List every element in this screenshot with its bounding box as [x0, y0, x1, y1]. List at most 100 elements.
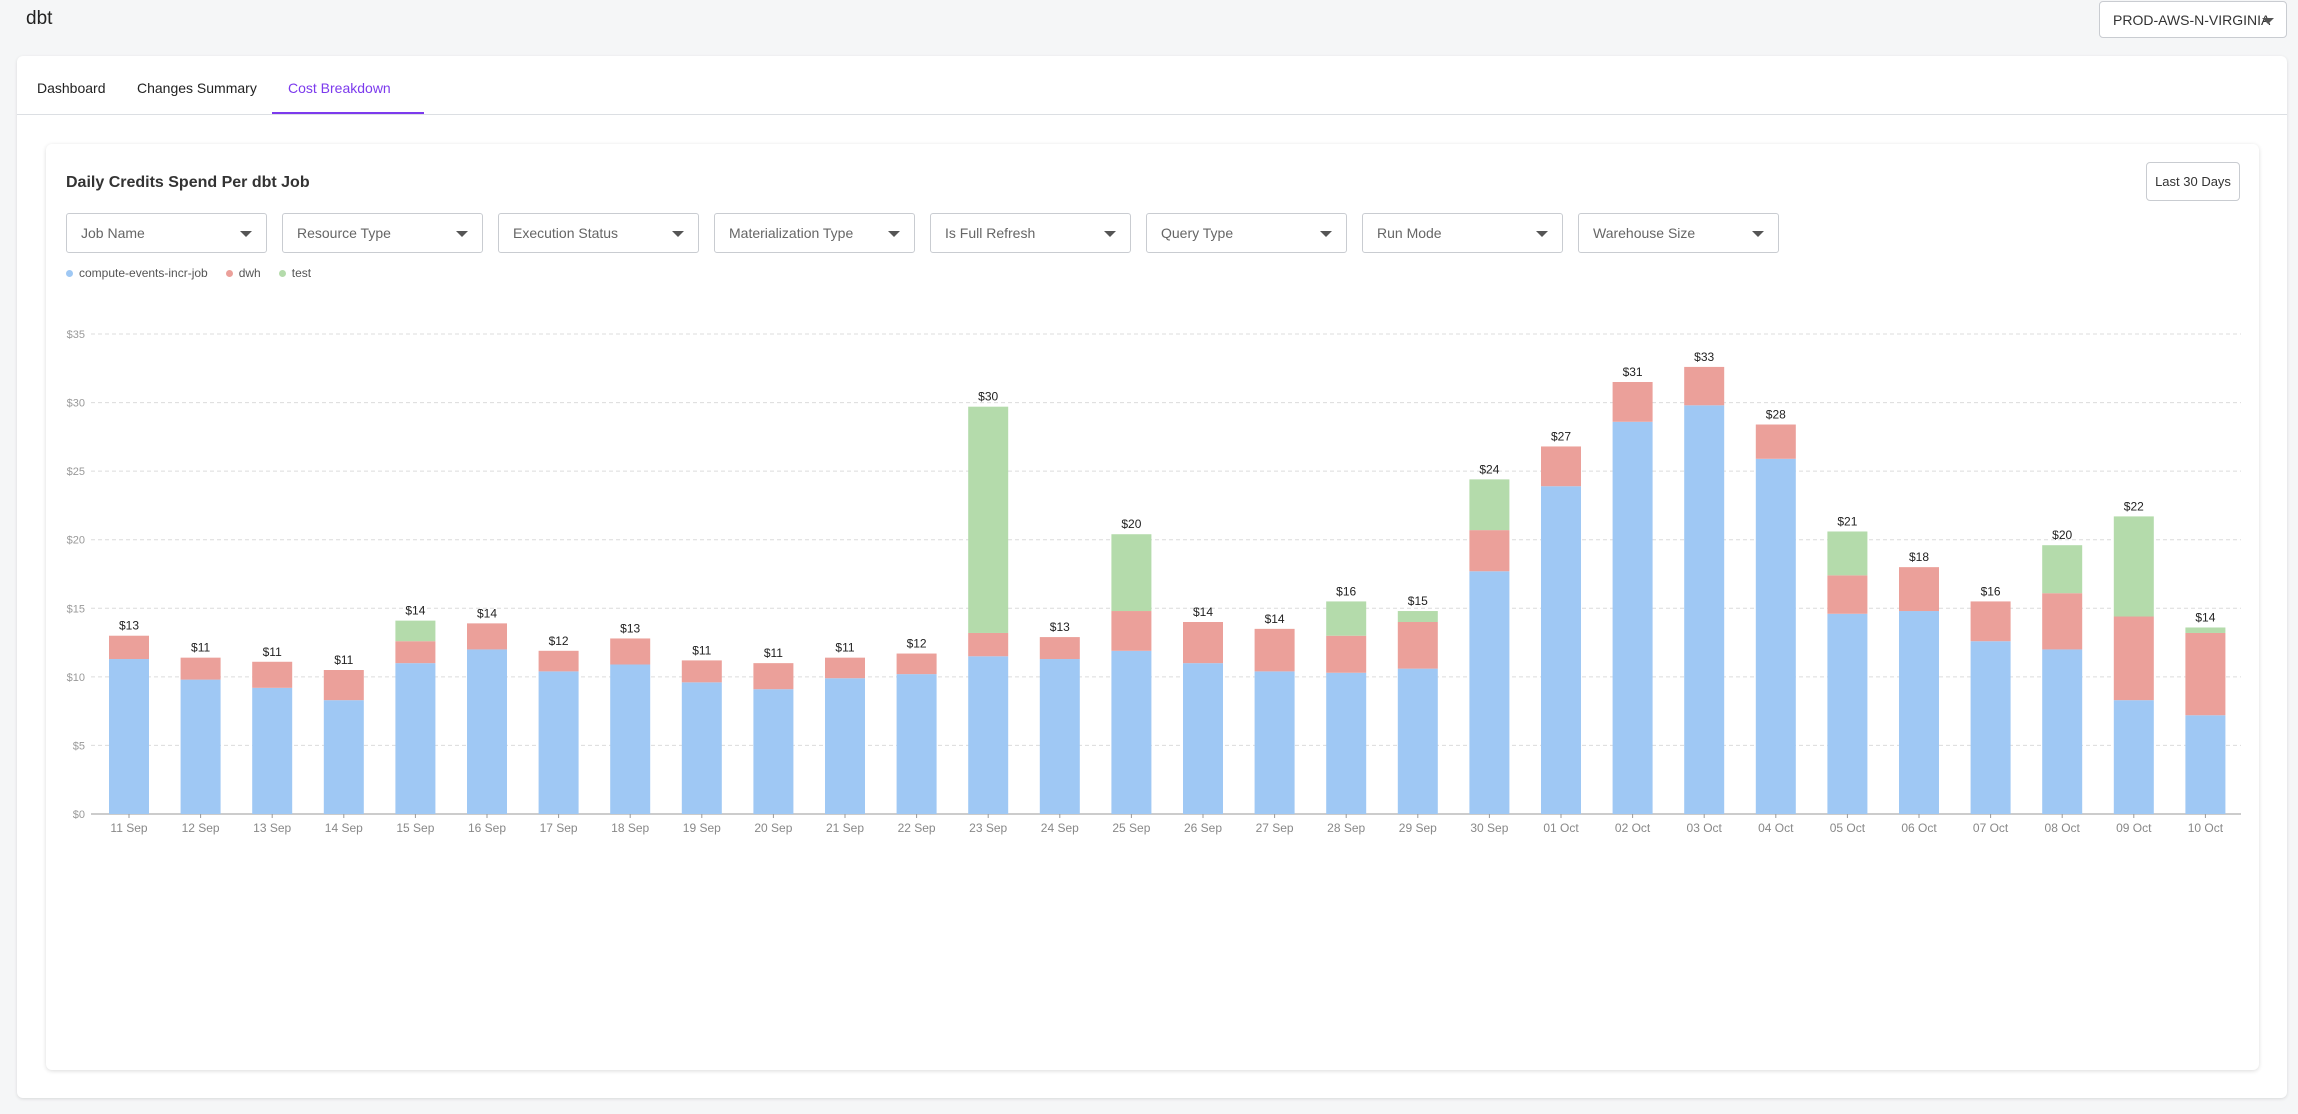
y-tick-label: $10 — [67, 672, 85, 684]
legend-dot — [225, 269, 233, 277]
bar-segment-dwh — [180, 657, 221, 680]
legend-item-compute[interactable]: compute-events-incr-job — [66, 266, 208, 280]
bar-total-label: $11 — [191, 641, 210, 655]
x-tick-label: 21 Sep — [826, 821, 864, 835]
bar-total-label: $20 — [2052, 528, 2072, 542]
bar-segment-compute-events-incr-job — [538, 671, 579, 814]
tab-dashboard[interactable]: Dashboard — [37, 80, 106, 96]
chevron-down-icon — [456, 231, 468, 237]
tab-bar: Dashboard Changes Summary Cost Breakdown — [17, 56, 2287, 115]
bar-total-label: $16 — [1981, 584, 2001, 598]
environment-select[interactable]: PROD-AWS-N-VIRGINIA — [2099, 1, 2287, 38]
bar-segment-dwh — [2042, 593, 2083, 650]
tab-changes-summary[interactable]: Changes Summary — [137, 80, 257, 96]
x-tick-label: 16 Sep — [468, 821, 506, 835]
bar-total-label: $16 — [1336, 584, 1356, 598]
chevron-down-icon — [672, 231, 684, 237]
bar-total-label: $21 — [1837, 514, 1857, 528]
date-range-button[interactable]: Last 30 Days — [2146, 162, 2240, 201]
bar-segment-dwh — [1827, 575, 1868, 614]
bar-segment-compute-events-incr-job — [2042, 649, 2083, 814]
bar-segment-compute-events-incr-job — [180, 679, 221, 814]
bar-total-label: $31 — [1623, 365, 1643, 379]
bar-total-label: $13 — [119, 619, 139, 633]
y-tick-label: $5 — [73, 740, 85, 752]
filter-resource-type[interactable]: Resource Type — [282, 213, 483, 253]
x-tick-label: 26 Sep — [1184, 821, 1222, 835]
active-tab-indicator — [272, 112, 424, 114]
y-tick-label: $15 — [67, 603, 85, 615]
bar-total-label: $12 — [549, 634, 569, 648]
bar-segment-dwh — [968, 632, 1009, 657]
chart-legend: compute-events-incr-job dwh test — [66, 266, 329, 280]
filter-label: Warehouse Size — [1593, 225, 1696, 241]
filter-run-mode[interactable]: Run Mode — [1362, 213, 1563, 253]
filter-job-name[interactable]: Job Name — [66, 213, 267, 253]
bar-segment-dwh — [1254, 628, 1295, 672]
bar-segment-dwh — [2185, 632, 2226, 716]
tab-cost-breakdown[interactable]: Cost Breakdown — [288, 80, 391, 96]
bar-segment-compute-events-incr-job — [1684, 405, 1725, 814]
x-tick-label: 15 Sep — [396, 821, 434, 835]
bar-segment-compute-events-incr-job — [896, 674, 937, 814]
environment-select-value: PROD-AWS-N-VIRGINIA — [2113, 11, 2271, 28]
x-tick-label: 28 Sep — [1327, 821, 1365, 835]
x-tick-label: 18 Sep — [611, 821, 649, 835]
bar-total-label: $11 — [334, 653, 353, 667]
x-tick-label: 04 Oct — [1758, 821, 1794, 835]
bar-total-label: $24 — [1479, 462, 1499, 476]
bar-segment-test — [1827, 531, 1868, 576]
bar-total-label: $11 — [692, 643, 711, 657]
bar-total-label: $13 — [1050, 620, 1070, 634]
filter-label: Resource Type — [297, 225, 391, 241]
filter-execution-status[interactable]: Execution Status — [498, 213, 699, 253]
bar-segment-compute-events-incr-job — [825, 678, 865, 814]
bar-segment-compute-events-incr-job — [753, 689, 794, 814]
bar-segment-compute-events-incr-job — [109, 659, 149, 814]
filter-is-full-refresh[interactable]: Is Full Refresh — [930, 213, 1131, 253]
bar-total-label: $20 — [1121, 517, 1141, 531]
bar-segment-dwh — [896, 653, 937, 675]
y-tick-label: $0 — [73, 809, 85, 821]
bar-segment-dwh — [2113, 616, 2154, 701]
x-tick-label: 23 Sep — [969, 821, 1007, 835]
y-tick-label: $20 — [67, 535, 85, 547]
bar-segment-dwh — [1039, 637, 1080, 660]
x-tick-label: 22 Sep — [898, 821, 936, 835]
legend-item-dwh[interactable]: dwh — [225, 266, 261, 280]
bar-segment-compute-events-incr-job — [467, 649, 507, 814]
bar-segment-test — [2185, 627, 2226, 633]
bar-segment-compute-events-incr-job — [1397, 668, 1438, 814]
chevron-down-icon — [888, 231, 900, 237]
bar-segment-dwh — [109, 635, 149, 660]
legend-label: dwh — [238, 266, 261, 280]
chevron-down-icon — [1752, 231, 1764, 237]
filter-materialization-type[interactable]: Materialization Type — [714, 213, 915, 253]
bar-segment-dwh — [252, 661, 293, 688]
filter-warehouse-size[interactable]: Warehouse Size — [1578, 213, 1779, 253]
bar-total-label: $11 — [263, 645, 282, 659]
x-tick-label: 09 Oct — [2116, 821, 2152, 835]
chevron-down-icon — [1320, 231, 1332, 237]
bar-segment-compute-events-incr-job — [2185, 715, 2226, 814]
x-tick-label: 03 Oct — [1687, 821, 1723, 835]
bar-segment-compute-events-incr-job — [323, 700, 364, 814]
bar-segment-compute-events-incr-job — [395, 663, 436, 814]
bar-segment-test — [1397, 611, 1438, 622]
x-tick-label: 19 Sep — [683, 821, 721, 835]
y-tick-label: $30 — [67, 398, 85, 410]
bar-segment-dwh — [1684, 366, 1725, 406]
legend-item-test[interactable]: test — [278, 266, 311, 280]
filter-label: Run Mode — [1377, 225, 1442, 241]
bar-segment-dwh — [323, 670, 364, 701]
bar-total-label: $18 — [1909, 550, 1929, 564]
bar-segment-test — [1326, 601, 1367, 636]
chevron-down-icon — [1104, 231, 1116, 237]
bar-segment-dwh — [1970, 601, 2011, 642]
bar-segment-compute-events-incr-job — [968, 656, 1009, 814]
bar-segment-dwh — [610, 638, 651, 665]
bar-segment-compute-events-incr-job — [1039, 659, 1080, 814]
bar-segment-dwh — [1326, 635, 1367, 673]
chevron-down-icon — [1536, 231, 1548, 237]
filter-query-type[interactable]: Query Type — [1146, 213, 1347, 253]
